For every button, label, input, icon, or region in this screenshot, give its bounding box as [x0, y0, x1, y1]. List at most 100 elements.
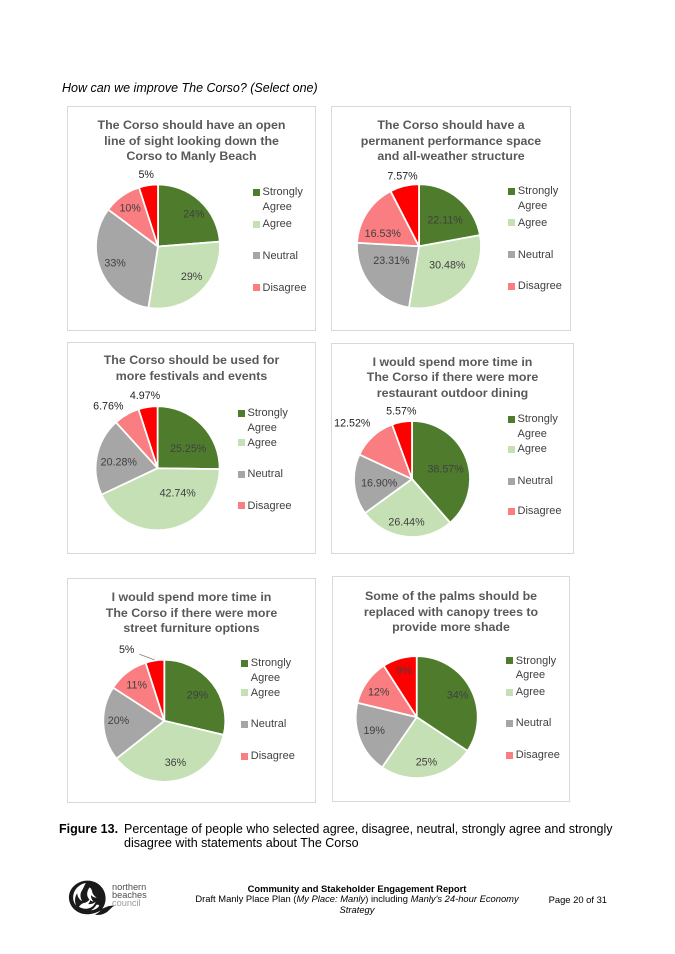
legend-swatch-icon — [241, 689, 249, 697]
data-label-disagree: 6.76% — [93, 401, 124, 413]
pie-slice-strongly-disagree — [144, 658, 166, 722]
logo-line-beaches: beaches — [112, 889, 147, 900]
pie-slice-strongly-agree — [156, 405, 221, 471]
legend-item-strongly-agree: Strongly Agree — [253, 185, 327, 214]
pie-chart-4: 38.57% 26.44% 16.90% 12.52% 5.57% — [334, 405, 471, 538]
council-logo-text: northern beaches council — [112, 882, 147, 908]
pie-slice-agree — [381, 716, 469, 779]
legend-swatch-icon — [506, 657, 514, 665]
data-label-strongly-disagree: 5% — [138, 169, 154, 181]
legend-swatch-icon — [508, 187, 516, 195]
chart-title-line: restaurant outdoor dining — [376, 385, 529, 400]
data-label-agree: 42.74% — [160, 487, 197, 499]
chart-box-5: I would spend more time in The Corso if t… — [67, 578, 316, 803]
data-label-neutral: 33% — [104, 257, 126, 269]
data-label-strongly-disagree: 7.57% — [387, 171, 418, 183]
legend-swatch-icon — [238, 470, 245, 478]
legend-swatch-icon — [253, 188, 260, 196]
legend-label: Agree — [247, 436, 277, 449]
pie-slice-strongly-agree — [411, 420, 471, 524]
legend-swatch-icon — [253, 252, 260, 260]
legend-swatch-icon — [508, 415, 515, 423]
data-label-strongly-agree: 22.11% — [427, 214, 463, 226]
chart-title-line: The Corso if there were more — [105, 605, 278, 620]
legend-item-disagree: Disagree — [238, 499, 312, 514]
legend-label: Neutral — [250, 718, 287, 731]
pie-slice-strongly-disagree — [391, 420, 413, 480]
footer-doc-segment: My Place: Manly — [296, 893, 366, 905]
legend-label: Agree — [262, 218, 292, 231]
pie-slice-neutral — [94, 421, 159, 496]
chart-title: I would spend more time in The Corso if t… — [68, 590, 315, 637]
footer-page-number: Page 20 of 31 — [548, 894, 607, 905]
legend-swatch-icon — [241, 752, 249, 760]
data-label-disagree: 10% — [119, 203, 141, 215]
legend-label: Disagree — [250, 750, 295, 763]
legend-label: Neutral — [517, 475, 553, 488]
chart-title-line: Some of the palms should be — [364, 589, 538, 603]
footer-report-title: Community and Stakeholder Engagement Rep… — [247, 882, 467, 894]
legend-swatch-icon — [508, 219, 516, 227]
legend-label: Disagree — [517, 505, 562, 518]
legend-label: Agree — [515, 686, 546, 699]
legend-swatch-icon — [508, 445, 515, 453]
legend-item-disagree: Disagree — [508, 504, 582, 519]
chart-box-3: The Corso should be used for more festiva… — [67, 342, 316, 554]
legend-label: Disagree — [517, 280, 562, 293]
pie-slice-agree — [147, 240, 221, 310]
legend-label: Strongly Agree — [262, 186, 303, 213]
legend-item-disagree: Disagree — [241, 749, 315, 764]
chart-title: Some of the palms should be replaced with… — [333, 589, 569, 636]
pie-slice-strongly-disagree — [382, 655, 418, 718]
data-label-strongly-agree: 24% — [183, 208, 205, 220]
pie-chart-1: 24% 29% 33% 10% 5% — [95, 169, 221, 310]
pie-slice-agree — [364, 478, 452, 538]
data-label-disagree: 16.53% — [365, 228, 402, 240]
legend-item-disagree: Disagree — [506, 748, 580, 763]
chart-title-line: line of sight looking down the — [104, 133, 279, 148]
chart-title-line: provide more shade — [392, 620, 510, 635]
legend-item-disagree: Disagree — [253, 281, 327, 296]
chart-title-line: permanent performance space — [360, 133, 542, 148]
label-leader-line — [139, 653, 155, 661]
data-label-strongly-disagree: 5.57% — [386, 405, 417, 417]
legend-item-neutral: Neutral — [508, 474, 582, 489]
legend-label: Agree — [517, 443, 547, 456]
legend-swatch-icon — [238, 439, 245, 446]
chart-title-line: The Corso if there were more — [366, 370, 539, 385]
legend-label: Disagree — [247, 499, 292, 512]
legend-swatch-icon — [506, 719, 514, 727]
legend-item-neutral: Neutral — [241, 717, 315, 732]
legend-item-strongly-agree: Strongly Agree — [508, 184, 582, 213]
footer-doc-segment: Manly's 24-hour Economy — [410, 893, 519, 905]
chart-box-2: The Corso should have a permanent perform… — [331, 106, 571, 331]
chart-title-line: more festivals and events — [115, 368, 268, 383]
chart-title-line: The Corso should be used for — [103, 353, 280, 367]
legend-label: Neutral — [262, 249, 298, 262]
data-label-strongly-agree: 25.25% — [170, 443, 207, 455]
logo-line-northern: northern — [112, 882, 147, 892]
legend-label: Strongly Agree — [515, 654, 557, 682]
legend-item-disagree: Disagree — [508, 279, 582, 294]
legend-swatch-icon — [253, 284, 260, 292]
data-label-agree: 26.44% — [388, 516, 425, 528]
chart-title: The Corso should have a permanent perform… — [332, 118, 570, 165]
pie-slice-agree — [100, 467, 221, 532]
legend-swatch-icon — [508, 477, 515, 485]
legend-item-strongly-agree: Strongly Agree — [508, 412, 582, 441]
chart-title-line: and all-weather structure — [377, 149, 525, 164]
northern-beaches-council-logo-icon — [68, 880, 115, 915]
chart-title-line: The Corso should have a — [377, 118, 525, 132]
pie-chart-6: 34% 25% 19% 12% 9% — [354, 655, 479, 779]
pie-slice-strongly-agree — [157, 183, 221, 248]
data-label-strongly-disagree: 5% — [119, 644, 135, 656]
legend-item-neutral: Neutral — [238, 467, 312, 482]
pie-slice-strongly-disagree — [389, 183, 420, 248]
legend-swatch-icon — [508, 251, 516, 259]
pie-slice-strongly-disagree — [138, 183, 159, 248]
data-label-neutral: 16.90% — [361, 477, 398, 489]
logo-line-council: council — [112, 897, 141, 908]
pie-slice-neutral — [95, 208, 159, 309]
data-label-neutral: 19% — [363, 725, 385, 737]
footer-doc-segment: Draft Manly Place Plan ( — [195, 893, 297, 905]
